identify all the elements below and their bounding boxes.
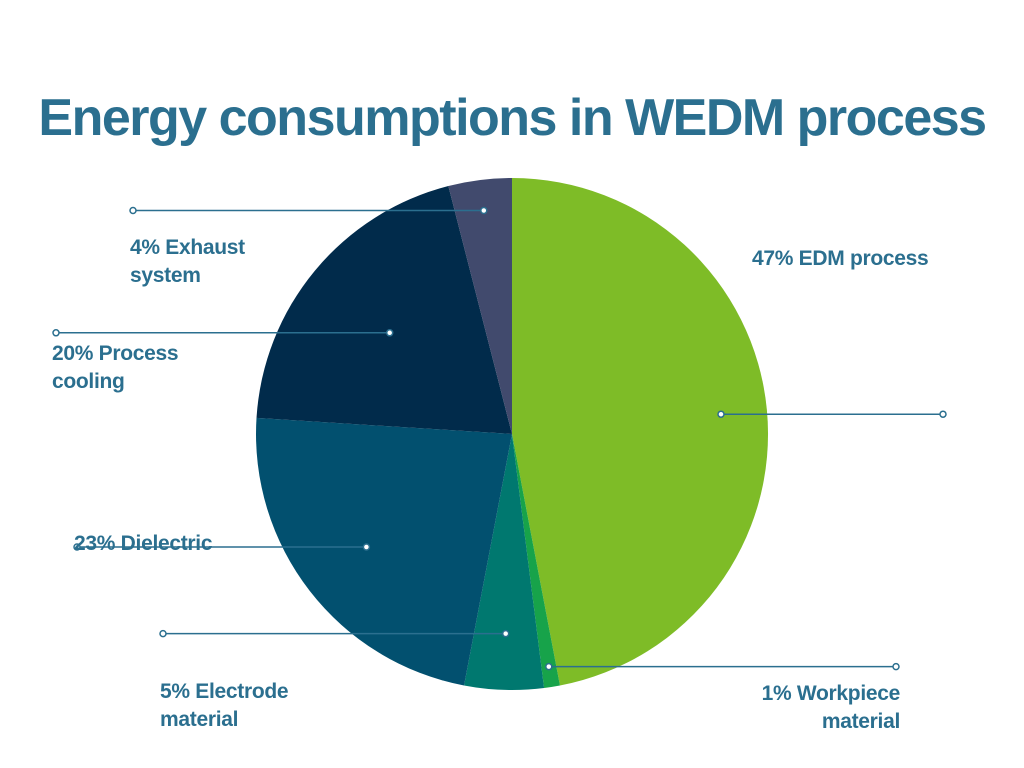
slice-label-text: 20% Process cooling — [52, 342, 179, 393]
slice-label-text: 1% Workpiece material — [761, 682, 901, 733]
slice-label-electrode-material: 5% Electrode material — [160, 678, 320, 734]
slice-label-text: 23% Dielectric — [74, 532, 213, 555]
slice-label-process-cooling: 20% Process cooling — [52, 340, 212, 396]
slice-label-workpiece-material: 1% Workpiece material — [700, 680, 901, 736]
leader-dot — [129, 206, 137, 215]
chart-title: Energy consumptions in WEDM process — [38, 89, 987, 147]
leader-dot — [159, 629, 167, 638]
slice-label-text: 5% Electrode material — [160, 680, 289, 731]
leader-dot — [939, 410, 947, 418]
leader-dot — [480, 206, 488, 215]
pie-slice-edm-process — [512, 177, 769, 686]
leader-dot — [892, 662, 900, 671]
leader-dot — [362, 543, 371, 551]
pie-slices — [256, 177, 769, 691]
slice-label-text: 4% Exhaust system — [130, 236, 245, 287]
pie-slice-process-cooling — [256, 186, 512, 434]
leader-dot — [717, 410, 725, 418]
slice-label-edm-process: 47% EDM process — [752, 245, 972, 273]
pie-slice-dielectric — [256, 417, 512, 686]
leader-dot — [73, 543, 81, 551]
slice-label-dielectric: 23% Dielectric — [74, 530, 294, 558]
leader-dot — [385, 329, 394, 337]
leader-dot — [501, 629, 510, 638]
leader-dot — [52, 329, 60, 337]
pie-slice-workpiece-material — [512, 434, 560, 688]
slice-label-exhaust-system: 4% Exhaust system — [130, 234, 280, 290]
slice-label-text: 47% EDM process — [752, 247, 929, 270]
pie-slice-exhaust-system — [448, 178, 512, 434]
leader-dot — [545, 662, 553, 671]
leader-lines — [52, 206, 947, 671]
pie-slice-electrode-material — [464, 434, 545, 691]
